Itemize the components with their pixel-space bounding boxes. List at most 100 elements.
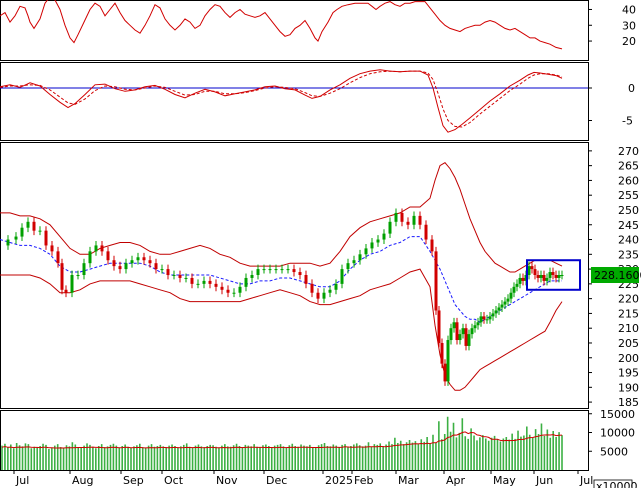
candle-body bbox=[430, 239, 434, 252]
candle-body bbox=[106, 251, 110, 261]
candle-body bbox=[488, 316, 492, 320]
x-tick-label: Jul bbox=[579, 474, 593, 487]
candle-body bbox=[440, 342, 444, 364]
candle-body bbox=[352, 260, 356, 264]
price-tick-label: 250 bbox=[618, 204, 639, 217]
candle-body bbox=[286, 269, 290, 271]
candle-body bbox=[551, 272, 555, 275]
rsi-frame bbox=[0, 0, 589, 61]
candle-body bbox=[491, 313, 495, 317]
x-tick-label: Jun bbox=[535, 474, 553, 487]
candle-body bbox=[479, 316, 483, 323]
candle-body bbox=[50, 245, 54, 252]
candle-body bbox=[130, 260, 134, 264]
candle-body bbox=[118, 266, 122, 270]
candle-body bbox=[26, 221, 30, 228]
x-tick-label: Oct bbox=[164, 474, 184, 487]
volume-tick-label: 15000 bbox=[600, 408, 635, 421]
candle-body bbox=[232, 292, 236, 294]
candle-body bbox=[328, 289, 332, 293]
candle-body bbox=[64, 289, 68, 293]
candle-body bbox=[88, 251, 92, 264]
candle-body bbox=[154, 263, 158, 270]
candle-body bbox=[94, 245, 98, 252]
x-tick-label: Apr bbox=[446, 474, 466, 487]
candle-body bbox=[530, 266, 534, 270]
bollinger-lower-band bbox=[0, 268, 563, 391]
price-tick-label: 245 bbox=[618, 219, 639, 232]
candle-body bbox=[515, 283, 519, 287]
candle-body bbox=[82, 263, 86, 275]
candle-body bbox=[394, 212, 398, 222]
candle-body bbox=[500, 304, 504, 308]
candle-body bbox=[446, 340, 450, 382]
candle-body bbox=[376, 239, 380, 243]
candle-body bbox=[554, 275, 558, 278]
candle-body bbox=[512, 286, 516, 293]
candle-body bbox=[449, 328, 453, 341]
candle-body bbox=[364, 248, 368, 255]
candle-body bbox=[32, 221, 36, 231]
candle-body bbox=[334, 283, 338, 290]
candle-body bbox=[473, 325, 477, 329]
candle-body bbox=[358, 254, 362, 261]
candle-body bbox=[304, 275, 308, 284]
rsi-line-0 bbox=[0, 0, 563, 50]
price-tick-label: 265 bbox=[618, 160, 639, 173]
candle-body bbox=[20, 227, 24, 237]
candle-body bbox=[56, 251, 60, 264]
candle-body bbox=[250, 275, 254, 278]
candle-body bbox=[476, 322, 480, 326]
price-tick-label: 205 bbox=[618, 337, 639, 350]
candle-body bbox=[346, 263, 350, 270]
candle-body bbox=[539, 275, 543, 278]
volume-panel: 15000 10000 5000 x10000 bbox=[1, 408, 638, 492]
candle-body bbox=[509, 292, 513, 299]
price-tick-label: 185 bbox=[618, 396, 639, 409]
candle-body bbox=[548, 272, 552, 278]
candle-body bbox=[406, 221, 410, 225]
price-tick-label: 200 bbox=[618, 352, 639, 365]
candle-body bbox=[166, 269, 170, 275]
candle-body bbox=[136, 257, 140, 261]
candle-body bbox=[60, 263, 64, 290]
price-tick-label: 190 bbox=[618, 381, 639, 394]
x-tick-label: Jul bbox=[15, 474, 29, 487]
candle-body bbox=[280, 269, 284, 271]
candle-body bbox=[196, 283, 200, 285]
price-tick-label: 215 bbox=[618, 307, 639, 320]
rsi-panel: 20 30 40 bbox=[0, 0, 636, 50]
candle-body bbox=[6, 239, 10, 246]
candle-body bbox=[274, 269, 278, 271]
price-tick-label: 260 bbox=[618, 174, 639, 187]
candle-body bbox=[112, 260, 116, 267]
candle-body bbox=[292, 269, 296, 273]
candle-body bbox=[38, 230, 42, 232]
volume-tick-label: 5000 bbox=[600, 445, 628, 458]
candle-body bbox=[521, 277, 525, 281]
candle-body bbox=[464, 328, 468, 346]
candle-body bbox=[506, 298, 510, 302]
candle-body bbox=[461, 328, 465, 335]
candle-body bbox=[545, 277, 549, 281]
macd-panel: 0 -5 bbox=[0, 69, 635, 133]
rsi-tick-label: 20 bbox=[622, 35, 636, 48]
candle-body bbox=[542, 275, 546, 281]
candle-body bbox=[220, 286, 224, 290]
candle-body bbox=[184, 277, 188, 279]
price-tick-label: 235 bbox=[618, 248, 639, 261]
candle-body bbox=[455, 322, 459, 341]
candle-body bbox=[503, 301, 507, 305]
x-tick-label: May bbox=[493, 474, 516, 487]
candle-body bbox=[518, 277, 522, 284]
candle-body bbox=[160, 269, 164, 271]
last-price-label: 228.1600 bbox=[594, 269, 641, 282]
candle-body bbox=[256, 269, 260, 275]
candle-body bbox=[482, 316, 486, 320]
candle-body bbox=[418, 215, 422, 225]
candle-body bbox=[536, 275, 540, 278]
candle-body bbox=[467, 334, 471, 346]
x-tick-label: Mar bbox=[398, 474, 419, 487]
candle-body bbox=[557, 275, 561, 278]
candle-body bbox=[458, 334, 462, 341]
